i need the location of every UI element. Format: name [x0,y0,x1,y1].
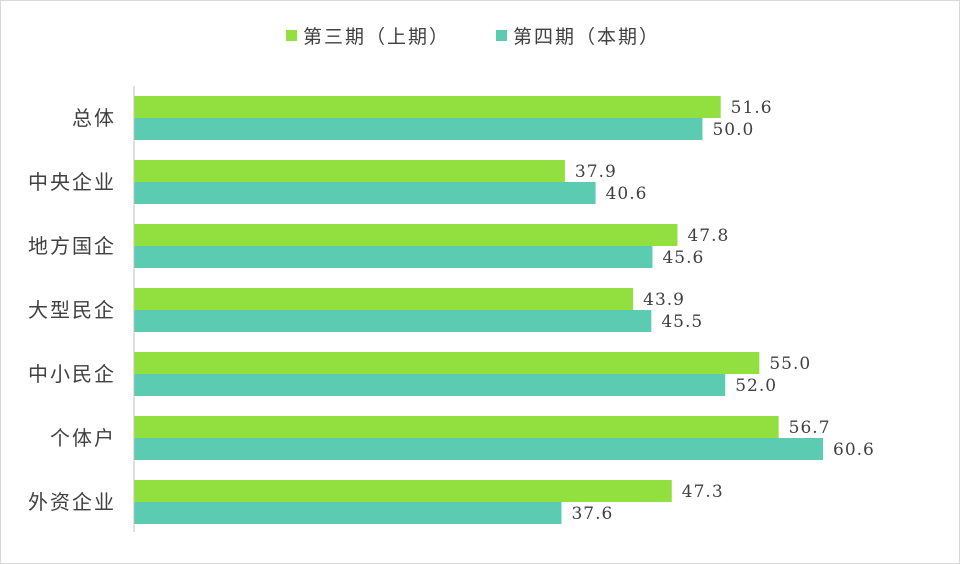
legend-label-s2: 第四期（本期） [513,26,660,48]
bar-s2-2 [134,182,596,204]
bar-s1-2 [134,160,565,182]
value-label-s1-6: 56.7 [789,418,831,438]
bar-s2-6 [134,438,823,460]
legend-label-s1: 第三期（上期） [303,26,450,48]
bar-s1-1 [134,96,721,118]
value-label-s2-4: 45.5 [661,312,703,332]
legend: 第三期（上期） 第四期（本期） [286,26,660,48]
value-label-s1-3: 47.8 [687,226,729,246]
bar-s1-5 [134,352,760,374]
value-label-s2-7: 37.6 [571,504,613,524]
category-label-3: 地方国企 [28,234,116,258]
category-label-5: 中小民企 [28,362,116,386]
value-label-s1-5: 55.0 [769,354,811,374]
category-label-6: 个体户 [50,426,116,450]
value-label-s1-2: 37.9 [575,162,617,182]
bar-s1-7 [134,480,672,502]
legend-swatch-s2 [496,30,507,41]
bar-s1-4 [134,288,634,310]
value-label-s2-5: 52.0 [735,376,777,396]
bar-s2-5 [134,374,726,396]
category-label-1: 总体 [72,106,116,130]
value-label-s2-3: 45.6 [662,248,704,268]
bar-s2-4 [134,310,652,332]
category-label-4: 大型民企 [28,298,116,322]
value-label-s1-7: 47.3 [682,482,724,502]
legend-swatch-s1 [286,30,297,41]
bar-s1-3 [134,224,678,246]
category-label-7: 外资企业 [28,490,116,514]
category-label-2: 中央企业 [28,170,116,194]
bars-group [134,96,823,524]
value-label-s2-1: 50.0 [712,120,754,140]
value-label-s1-4: 43.9 [643,290,685,310]
bar-s1-6 [134,416,779,438]
value-label-s1-1: 51.6 [731,98,773,118]
value-label-s2-6: 60.6 [833,440,875,460]
bar-s2-1 [134,118,703,140]
value-label-s2-2: 40.6 [606,184,648,204]
bar-s2-7 [134,502,562,524]
value-labels: 51.650.0 37.940.6 47.845.6 43.945.5 55.052.0… [571,98,875,524]
bar-s2-3 [134,246,653,268]
